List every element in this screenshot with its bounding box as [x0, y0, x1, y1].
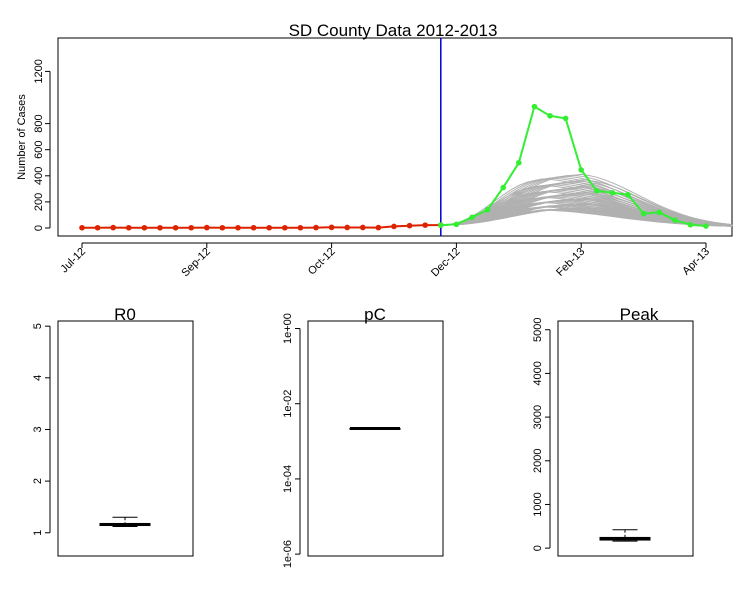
boxplot-frame — [557, 320, 694, 557]
series-line — [440, 105, 707, 227]
y-tick-label: 5000 — [532, 317, 544, 341]
x-tick-label: Oct-12 — [306, 246, 338, 278]
timeseries-panel: 0 200 400 600 800 1200 Jul-12 Sep-12 Oct-12 Dec-… — [16, 21, 733, 280]
y-tick-label: 1200 — [33, 59, 45, 83]
data-point — [219, 224, 226, 231]
data-point — [625, 191, 631, 198]
y-tick-label: 1 — [32, 530, 44, 536]
y-tick-label: 1e-02 — [282, 390, 294, 418]
y-tick-label: 1e+00 — [282, 313, 294, 344]
data-point — [235, 224, 241, 231]
y-tick-label: 600 — [33, 141, 45, 159]
y-tick-label: 2 — [32, 478, 44, 484]
y-tick-label: 0 — [33, 225, 45, 231]
simulation-line — [440, 176, 733, 226]
data-point — [656, 209, 662, 216]
data-point — [157, 224, 163, 231]
data-point — [188, 224, 194, 231]
data-point — [687, 221, 694, 228]
boxplot-title: pC — [364, 305, 386, 324]
y-tick-label: 0 — [532, 545, 544, 551]
data-point — [609, 189, 616, 196]
simulation-lines — [440, 173, 733, 227]
x-tick-label: Sep-12 — [179, 246, 213, 280]
data-point — [250, 224, 257, 231]
data-point — [126, 224, 132, 231]
boxplot-title: R0 — [114, 305, 136, 324]
y-tick-label: 800 — [33, 114, 45, 132]
data-point — [204, 224, 210, 231]
x-tick-label: Dec-12 — [429, 246, 463, 280]
y-tick-label: 5 — [32, 323, 44, 329]
y-tick-label: 400 — [33, 167, 45, 185]
data-point — [547, 112, 553, 119]
simulation-line — [440, 173, 733, 226]
y-tick-label: 4000 — [532, 361, 544, 385]
x-axis: Jul-12 Sep-12 Oct-12 Dec-12 Feb-13 Apr-13 — [58, 242, 712, 280]
pc-boxplot-panel: pC 1e-06 1e-04 1e-02 1e+00 — [282, 305, 444, 568]
data-point — [453, 221, 460, 228]
x-tick-label: Feb-13 — [554, 246, 587, 279]
y-tick-label: 3000 — [532, 405, 544, 429]
boxplot-frame — [57, 320, 194, 557]
data-point — [79, 224, 85, 231]
data-point — [282, 224, 288, 231]
data-point — [266, 224, 273, 231]
data-point — [469, 214, 475, 221]
y-tick-label: 2000 — [532, 449, 544, 473]
y-tick-label: 1000 — [532, 492, 544, 516]
y-tick-label: 1e-04 — [282, 465, 294, 493]
y-tick-label: 200 — [33, 193, 45, 211]
plot-frame — [57, 37, 733, 237]
y-tick-label: 1e-06 — [282, 540, 294, 568]
r0-boxplot-panel: R0 1 2 3 4 5 — [32, 305, 194, 557]
chart-title: SD County Data 2012-2013 — [289, 21, 498, 40]
x-tick-label: Apr-13 — [680, 246, 712, 278]
data-point — [391, 223, 397, 230]
data-point — [422, 222, 429, 228]
data-point — [703, 223, 709, 229]
data-point — [94, 224, 101, 231]
data-point — [438, 222, 444, 228]
data-point — [672, 217, 678, 223]
y-tick-label: 4 — [32, 375, 44, 381]
data-point — [640, 210, 647, 217]
data-point — [344, 224, 351, 231]
data-point — [531, 103, 538, 110]
y-tick-label: 3 — [32, 426, 44, 432]
data-point — [500, 184, 507, 191]
peak-boxplot-panel: Peak 0 1000 2000 3000 4000 5000 — [532, 305, 694, 557]
data-point — [484, 206, 491, 213]
data-point — [110, 224, 116, 231]
data-point — [375, 224, 382, 231]
data-point — [172, 224, 179, 231]
boxplot-title: Peak — [620, 305, 659, 324]
data-point — [328, 224, 335, 231]
data-point — [313, 224, 319, 231]
data-point — [562, 115, 569, 122]
data-point — [578, 167, 584, 173]
x-tick-label: Jul-12 — [58, 246, 88, 276]
series-line — [82, 224, 441, 229]
data-point — [297, 224, 304, 231]
y-axis: 0 200 400 600 800 1200 — [33, 59, 51, 231]
boxplot-frame — [307, 320, 444, 557]
data-point — [360, 224, 366, 231]
data-point — [406, 222, 413, 229]
data-point — [594, 188, 600, 194]
y-axis-label: Number of Cases — [16, 94, 28, 180]
data-point — [516, 159, 522, 166]
data-point — [141, 224, 148, 231]
observed-series — [79, 103, 709, 231]
